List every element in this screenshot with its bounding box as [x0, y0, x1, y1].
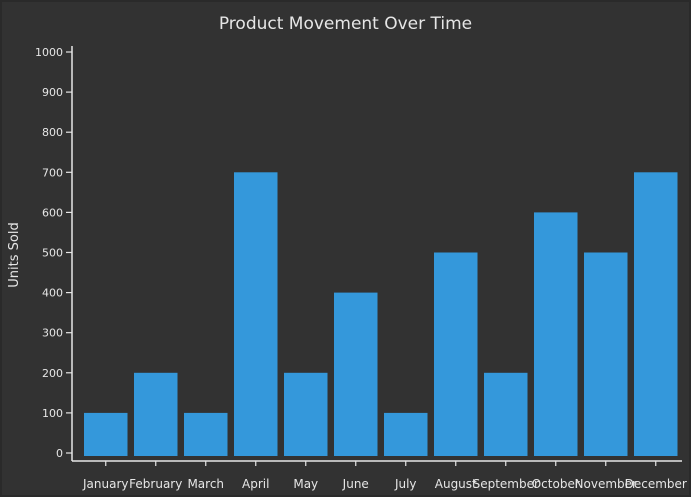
y-tick-label: 600 [42, 206, 63, 219]
bar-august[interactable] [434, 252, 478, 457]
bar-december[interactable] [634, 172, 678, 457]
bar-november[interactable] [584, 252, 628, 457]
y-tick-label: 900 [42, 86, 63, 99]
x-tick-label: August [435, 477, 477, 491]
x-tick-label: October [532, 477, 580, 491]
y-axis: 0 100 200 300 400 500 600 700 800 900 1000 [35, 46, 73, 461]
x-tick-label: January [82, 477, 129, 491]
chart-title: Product Movement Over Time [218, 14, 473, 34]
x-tick-label: September [473, 477, 539, 491]
bar-april[interactable] [234, 172, 278, 457]
y-tick-label: 200 [42, 367, 63, 380]
bar-june[interactable] [334, 292, 378, 456]
bar-february[interactable] [134, 372, 178, 456]
y-tick-label: 1000 [35, 46, 63, 59]
x-tick-label: March [187, 477, 224, 491]
y-tick-label: 400 [42, 287, 63, 300]
bar-october[interactable] [534, 212, 578, 456]
x-tick-label: November [575, 477, 637, 491]
x-axis: January February March April May June July Augu… [72, 460, 687, 491]
x-tick-label: July [394, 477, 417, 491]
y-tick-label: 0 [56, 447, 63, 460]
bars [84, 172, 678, 457]
bar-september[interactable] [484, 372, 528, 456]
y-tick-label: 700 [42, 166, 63, 179]
y-tick-label: 300 [42, 327, 63, 340]
x-tick-label: February [129, 477, 182, 491]
x-tick-label: June [342, 477, 369, 491]
y-tick-label: 500 [42, 247, 63, 260]
y-tick-label: 800 [42, 126, 63, 139]
bar-july[interactable] [384, 412, 428, 456]
bar-january[interactable] [84, 412, 128, 456]
bar-may[interactable] [284, 372, 328, 456]
y-tick-label: 100 [42, 407, 63, 420]
x-tick-label: April [242, 477, 269, 491]
x-tick-label: May [293, 477, 318, 491]
bar-march[interactable] [184, 412, 228, 456]
x-tick-label: December [625, 477, 687, 491]
y-axis-label: Units Sold [7, 222, 22, 287]
